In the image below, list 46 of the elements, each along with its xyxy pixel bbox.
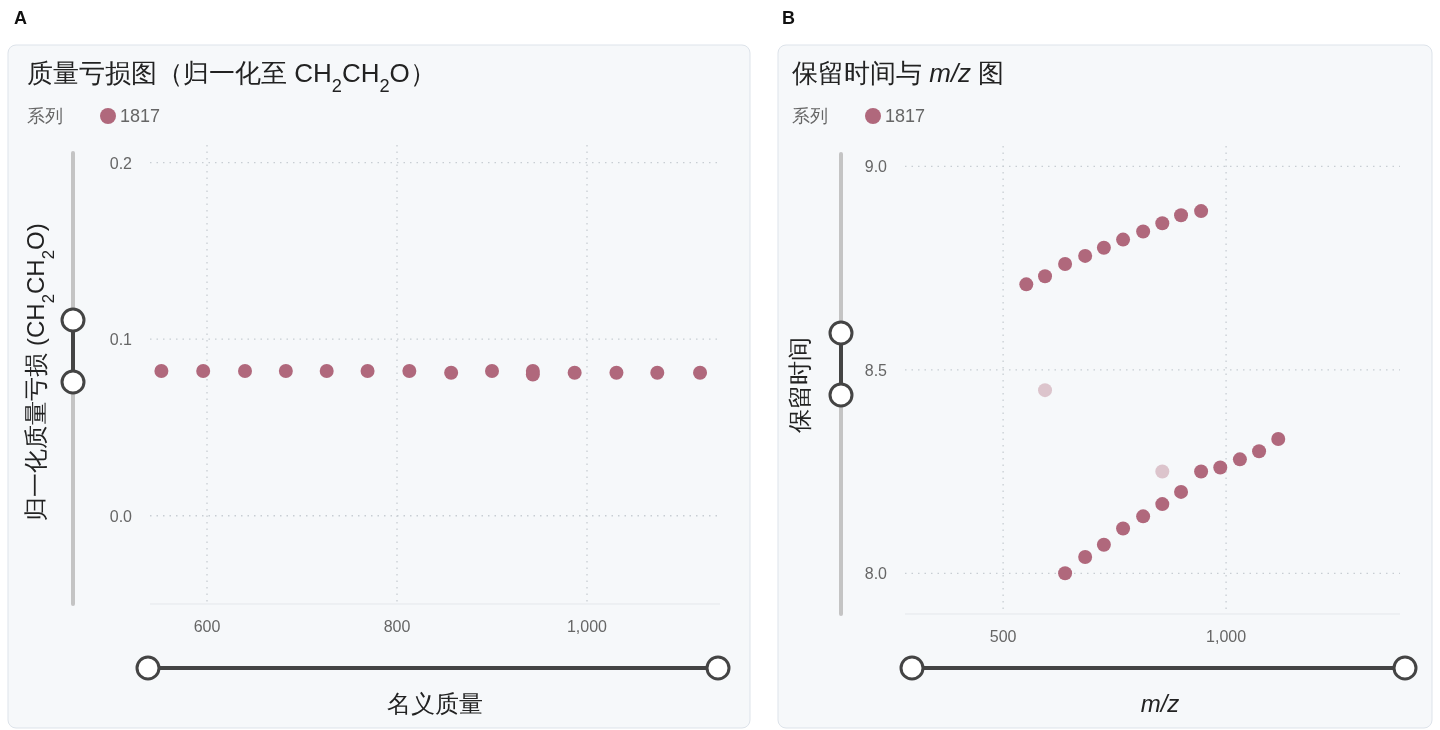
- y-axis-title: 保留时间: [786, 337, 813, 433]
- chart-title: 质量亏损图（归一化至 CH$_{2}$CH$_{2}$O）: [27, 58, 436, 96]
- legend-label: 1817: [885, 106, 926, 126]
- x-axis-title: m/z: [1140, 690, 1180, 717]
- x-axis-title: 名义质量: [387, 690, 483, 717]
- point: [1174, 484, 1189, 499]
- text: A: [14, 8, 27, 28]
- legend-label: 1817: [120, 106, 161, 126]
- point: [1116, 521, 1131, 536]
- y-tick-label: 0.0: [109, 507, 133, 525]
- point: [1155, 464, 1170, 479]
- x-tick-label: 1,000: [566, 618, 608, 635]
- x-tick-label: 500: [989, 628, 1017, 645]
- chart-title: 保留时间与 m/z 图: [792, 58, 1005, 88]
- point: [1136, 509, 1151, 524]
- point: [1252, 444, 1267, 459]
- point: [1038, 269, 1053, 284]
- point: [1213, 460, 1228, 475]
- point: [1058, 566, 1073, 581]
- point: [1136, 224, 1151, 239]
- y-tick-label: 8.0: [864, 565, 888, 583]
- point: [1174, 208, 1189, 223]
- y-tick-label: 0.2: [109, 154, 133, 172]
- point: [1194, 204, 1209, 219]
- point: [1096, 537, 1111, 552]
- point: [1096, 240, 1111, 255]
- legend-title: 系列: [27, 106, 63, 126]
- text: B: [782, 8, 795, 28]
- point: [1019, 277, 1034, 292]
- point: [1232, 452, 1247, 467]
- point: [1155, 216, 1170, 231]
- point: [1078, 550, 1093, 565]
- point: [1271, 432, 1286, 447]
- y-tick-label: 9.0: [864, 158, 888, 176]
- point: [1155, 497, 1170, 512]
- point: [1194, 464, 1209, 479]
- x-tick-label: 1,000: [1206, 628, 1247, 645]
- point: [1116, 232, 1131, 247]
- y-tick-label: 0.1: [109, 331, 133, 349]
- point: [1078, 248, 1093, 263]
- legend-title: 系列: [792, 106, 828, 126]
- x-tick-label: 600: [193, 618, 221, 635]
- point: [1058, 257, 1073, 272]
- y-tick-label: 8.5: [864, 361, 888, 379]
- x-tick-label: 800: [383, 618, 411, 635]
- point: [1038, 383, 1053, 398]
